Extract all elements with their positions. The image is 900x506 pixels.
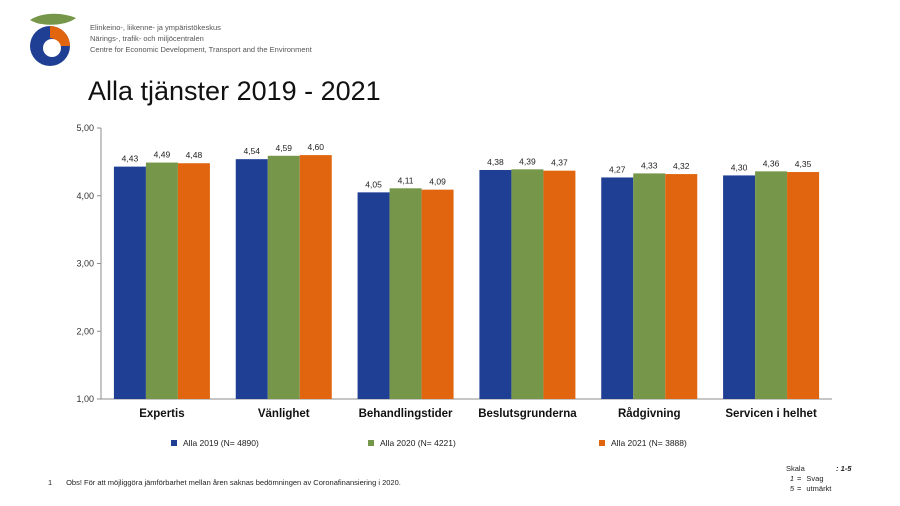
org-line-fi: Elinkeino-, liikenne- ja ympäristökeskus	[90, 23, 221, 32]
y-tick-label: 1,00	[76, 394, 94, 404]
category-label: Behandlingstider	[359, 408, 453, 420]
scale-key: 1	[789, 474, 794, 483]
scale-key: 5	[789, 484, 794, 493]
legend-swatch	[171, 440, 177, 446]
bar	[267, 155, 300, 399]
scale-range: : 1-5	[836, 464, 852, 473]
scale-text: Svag	[806, 474, 824, 483]
page-title: Alla tjänster 2019 - 2021	[88, 76, 381, 106]
scale-text: utmärkt	[806, 484, 832, 493]
bar	[235, 159, 268, 399]
data-label: 4,38	[487, 157, 504, 167]
data-label: 4,49	[154, 150, 171, 160]
bar	[389, 188, 422, 399]
bar	[601, 177, 634, 399]
footnote-text: Obs! För att möjliggöra jämförbarhet mel…	[66, 478, 401, 487]
data-label: 4,43	[122, 154, 139, 164]
ely-centre-logo	[30, 13, 76, 66]
footnote: 1 Obs! För att möjliggöra jämförbarhet m…	[48, 478, 401, 487]
data-label: 4,27	[609, 164, 626, 174]
data-label: 4,37	[551, 158, 568, 168]
data-label: 4,35	[795, 159, 812, 169]
scale-label: Skala	[786, 464, 805, 473]
legend-label: Alla 2020 (N= 4221)	[380, 438, 456, 448]
bar	[145, 162, 178, 399]
org-line-sv: Närings-, trafik- och miljöcentralen	[90, 34, 204, 43]
scale-item: 1 = Svag	[786, 474, 831, 484]
legend-swatch	[368, 440, 374, 446]
bar	[479, 170, 512, 399]
data-label: 4,05	[365, 179, 382, 189]
bar	[543, 170, 576, 399]
bar	[113, 166, 146, 399]
category-label: Servicen i helhet	[725, 408, 817, 420]
scale-equals: =	[797, 474, 802, 483]
legend-label: Alla 2019 (N= 4890)	[183, 438, 259, 448]
organization-name: Elinkeino-, liikenne- ja ympäristökeskus…	[90, 22, 312, 55]
scale-equals: =	[797, 484, 802, 493]
bar	[755, 171, 788, 399]
data-label: 4,11	[398, 175, 414, 185]
bar	[177, 163, 210, 399]
data-label: 4,54	[243, 146, 260, 156]
header: Elinkeino-, liikenne- ja ympäristökeskus…	[28, 12, 448, 72]
data-label: 4,36	[763, 158, 780, 168]
data-label: 4,39	[519, 156, 536, 166]
y-tick-label: 4,00	[76, 191, 94, 201]
data-label: 4,32	[673, 161, 690, 171]
bar	[723, 175, 756, 399]
y-tick-label: 5,00	[76, 123, 94, 133]
data-label: 4,33	[641, 160, 658, 170]
bar	[665, 174, 698, 399]
bar	[357, 192, 390, 399]
data-label: 4,59	[275, 143, 292, 153]
scale-legend: Skala : 1-5 1 = Svag 5 = utmärkt	[786, 464, 851, 494]
y-tick-label: 2,00	[76, 326, 94, 336]
category-label: Vänlighet	[258, 408, 310, 420]
category-label: Rådgivning	[618, 408, 681, 420]
legend-swatch	[599, 440, 605, 446]
data-label: 4,48	[186, 150, 203, 160]
data-label: 4,09	[429, 177, 446, 187]
bar	[511, 169, 544, 399]
scale-item: 5 = utmärkt	[786, 484, 832, 494]
category-label: Beslutsgrunderna	[478, 408, 577, 420]
footnote-number: 1	[48, 478, 53, 487]
legend-label: Alla 2021 (N= 3888)	[611, 438, 687, 448]
y-tick-label: 3,00	[76, 259, 94, 269]
category-label: Expertis	[139, 408, 184, 420]
data-label: 4,60	[307, 142, 324, 152]
bar	[299, 155, 332, 399]
data-label: 4,30	[731, 162, 748, 172]
bar	[787, 172, 820, 399]
org-line-en: Centre for Economic Development, Transpo…	[90, 45, 312, 54]
bar	[633, 173, 666, 399]
bar	[421, 189, 454, 399]
